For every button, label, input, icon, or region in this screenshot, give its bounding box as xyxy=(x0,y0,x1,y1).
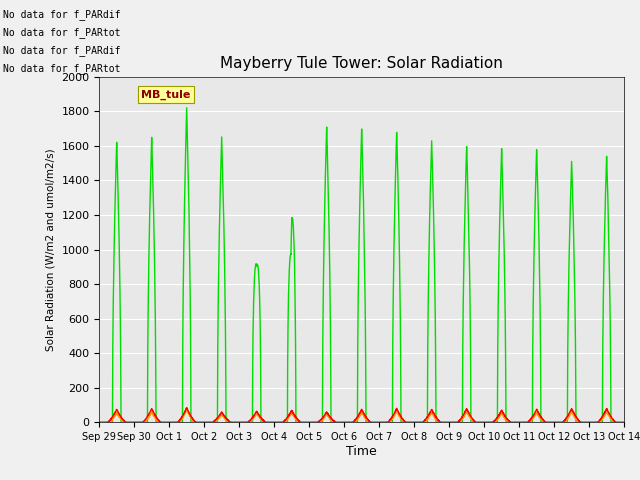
PAR In xyxy=(190,420,198,425)
PAR In xyxy=(342,420,349,425)
PAR Tule xyxy=(342,420,349,425)
PAR Water xyxy=(342,420,349,425)
PAR Water xyxy=(479,420,487,425)
PAR Water xyxy=(95,420,103,425)
PAR In xyxy=(620,420,628,425)
PAR Tule xyxy=(450,420,458,425)
Line: PAR Tule: PAR Tule xyxy=(99,409,624,422)
PAR Tule xyxy=(509,420,516,425)
PAR Tule xyxy=(620,420,628,425)
PAR In xyxy=(95,420,103,425)
PAR In xyxy=(183,105,191,111)
Y-axis label: Solar Radiation (W/m2 and umol/m2/s): Solar Radiation (W/m2 and umol/m2/s) xyxy=(46,148,56,351)
PAR Tule xyxy=(183,406,191,412)
Text: No data for f_PARtot: No data for f_PARtot xyxy=(3,27,121,38)
Line: PAR Water: PAR Water xyxy=(99,408,624,422)
PAR In xyxy=(450,420,458,425)
PAR Water xyxy=(509,420,516,425)
Text: No data for f_PARdif: No data for f_PARdif xyxy=(3,45,121,56)
PAR In xyxy=(479,420,487,425)
PAR Tule xyxy=(479,420,487,425)
PAR Water xyxy=(450,420,458,425)
Title: Mayberry Tule Tower: Solar Radiation: Mayberry Tule Tower: Solar Radiation xyxy=(220,57,503,72)
Text: MB_tule: MB_tule xyxy=(141,90,191,100)
PAR In xyxy=(509,420,516,425)
PAR In xyxy=(620,420,627,425)
PAR Water xyxy=(183,405,191,410)
PAR Tule xyxy=(620,420,627,425)
PAR Water xyxy=(620,420,627,425)
PAR Tule xyxy=(190,419,198,424)
X-axis label: Time: Time xyxy=(346,445,377,458)
PAR Water xyxy=(190,418,198,423)
Text: No data for f_PARdif: No data for f_PARdif xyxy=(3,9,121,20)
Text: No data for f_PARtot: No data for f_PARtot xyxy=(3,63,121,74)
PAR Water xyxy=(620,420,628,425)
PAR Tule xyxy=(95,420,103,425)
Legend: PAR Water, PAR Tule, PAR In: PAR Water, PAR Tule, PAR In xyxy=(216,476,508,480)
Line: PAR In: PAR In xyxy=(99,108,624,422)
